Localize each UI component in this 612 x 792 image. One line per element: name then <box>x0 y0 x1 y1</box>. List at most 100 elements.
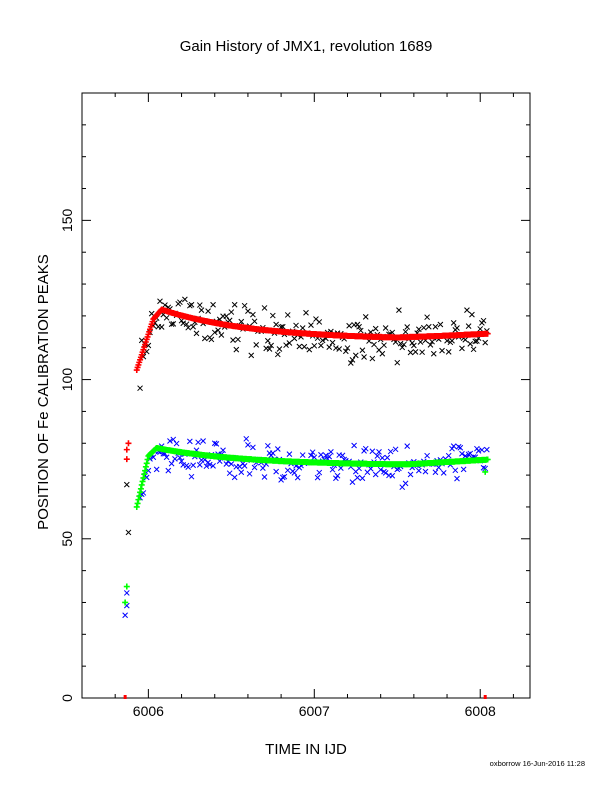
low-peak-data-point <box>213 441 220 447</box>
high-peak-data-point <box>231 301 238 308</box>
low-peak-data-point <box>374 453 381 459</box>
high-peak-data-point <box>371 341 377 348</box>
data-marks <box>122 296 491 699</box>
high-peak-data-point <box>269 312 276 319</box>
low-peak-data-point <box>264 442 271 449</box>
y-tick-label: 100 <box>59 368 75 392</box>
low-peak-data-point <box>274 446 281 452</box>
low-peak-data-point <box>482 465 489 472</box>
high-peak-data-point <box>318 342 324 349</box>
x-axis-marker <box>123 695 127 699</box>
high-peak-data-point <box>336 346 343 352</box>
high-peak-data-point <box>201 335 208 342</box>
low-peak-data-point <box>316 469 323 476</box>
high-peak-data-point <box>379 350 386 357</box>
low-peak-fit-point <box>122 599 129 606</box>
high-peak-data-point <box>349 356 356 363</box>
low-peak-data-point <box>220 447 226 454</box>
low-peak-data-point <box>379 455 386 461</box>
low-peak-data-point <box>367 465 374 472</box>
low-peak-data-point <box>140 490 147 496</box>
footer-credit: oxborrow 16-Jun-2016 11:28 <box>490 759 585 768</box>
low-peak-data-point <box>211 440 218 447</box>
high-peak-data-point <box>308 322 314 328</box>
high-peak-data-point <box>301 343 308 350</box>
high-peak-data-point <box>407 349 414 356</box>
low-peak-data-point <box>284 467 291 474</box>
low-peak-fit-point <box>140 474 147 481</box>
high-peak-data-point <box>251 318 258 325</box>
low-peak-data-point <box>333 475 339 482</box>
low-peak-data-point <box>450 443 457 449</box>
low-peak-data-point <box>231 474 238 481</box>
low-peak-data-point <box>163 454 170 461</box>
high-peak-data-point <box>404 324 411 330</box>
low-peak-data-point <box>404 443 411 449</box>
high-peak-data-point <box>427 342 434 348</box>
low-peak-data-point <box>228 461 235 467</box>
high-peak-data-point <box>228 309 235 315</box>
high-peak-fit-point <box>123 446 130 453</box>
low-peak-data-point <box>226 470 233 477</box>
low-peak-data-point <box>460 466 467 473</box>
high-peak-data-point <box>183 321 190 328</box>
high-peak-data-point <box>459 345 465 352</box>
high-peak-data-point <box>344 345 351 351</box>
low-peak-data-point <box>389 472 396 479</box>
high-peak-data-point <box>326 344 333 350</box>
high-peak-data-point <box>372 325 379 332</box>
low-peak-fit-point <box>134 500 141 507</box>
low-peak-data-point <box>384 454 391 461</box>
high-peak-data-point <box>361 354 367 360</box>
high-peak-data-point <box>177 299 183 306</box>
high-peak-data-point <box>444 337 450 344</box>
high-peak-data-point <box>198 307 205 314</box>
y-axis-label: POSITION OF Fe CALIBRATION PEAKS <box>35 254 52 530</box>
low-peak-data-point <box>250 444 256 451</box>
high-peak-data-point <box>424 314 430 321</box>
low-peak-data-point <box>387 448 394 455</box>
low-peak-data-point <box>243 435 250 442</box>
high-peak-data-point <box>296 343 303 350</box>
high-peak-fit-point <box>125 440 132 447</box>
high-peak-data-point <box>253 342 260 348</box>
high-peak-data-point <box>185 324 192 331</box>
low-peak-data-point <box>286 451 293 457</box>
low-peak-data-point <box>314 474 321 481</box>
low-peak-data-point <box>210 463 216 469</box>
low-peak-data-point <box>173 440 180 447</box>
low-peak-data-point <box>170 436 177 443</box>
high-peak-data-point <box>210 301 216 308</box>
low-peak-data-point <box>195 439 202 446</box>
high-peak-data-point <box>417 339 424 345</box>
x-axis-label: TIME IN IJD <box>265 741 347 758</box>
high-peak-data-point <box>439 347 445 354</box>
high-peak-data-point <box>218 332 225 338</box>
high-peak-data-point <box>264 337 271 344</box>
low-peak-data-point <box>206 461 213 468</box>
low-peak-data-point <box>376 449 382 455</box>
high-peak-data-point <box>347 360 354 366</box>
low-peak-fit-point <box>142 467 149 474</box>
x-tick-label: 6008 <box>465 703 496 719</box>
low-peak-data-point <box>291 470 298 476</box>
high-peak-data-point <box>248 352 255 359</box>
high-peak-data-point <box>316 319 323 325</box>
low-peak-data-point <box>172 456 178 462</box>
low-peak-data-point <box>323 452 329 459</box>
low-peak-data-point <box>351 442 357 449</box>
high-peak-data-point <box>352 352 359 359</box>
high-peak-data-point <box>445 349 452 355</box>
low-peak-data-point <box>445 452 452 459</box>
low-peak-data-point <box>299 452 306 458</box>
high-peak-data-point <box>266 346 273 352</box>
low-peak-data-point <box>185 464 192 470</box>
x-tick-label: 6006 <box>133 703 164 719</box>
high-peak-data-point <box>415 326 422 333</box>
high-peak-data-point <box>162 302 168 308</box>
high-peak-data-point <box>168 321 175 328</box>
low-peak-data-point <box>309 449 316 456</box>
chart-title: Gain History of JMX1, revolution 1689 <box>180 38 433 55</box>
low-peak-data-point <box>223 461 230 467</box>
